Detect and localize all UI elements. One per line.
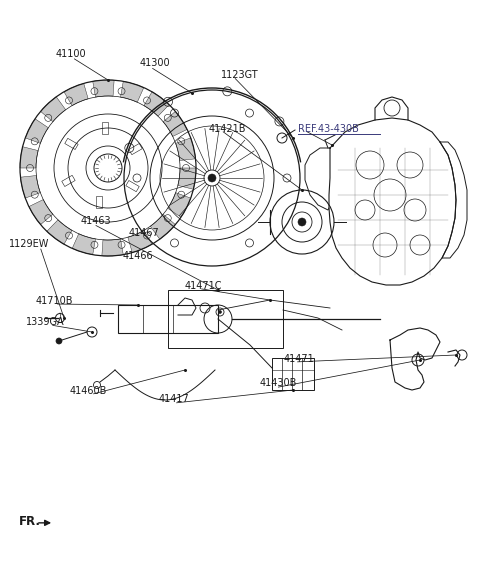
Wedge shape (47, 220, 72, 244)
Circle shape (218, 310, 221, 314)
Circle shape (298, 218, 306, 226)
Bar (96, 196, 102, 208)
Text: 41100: 41100 (55, 49, 86, 59)
Text: 41430B: 41430B (259, 378, 297, 388)
Wedge shape (41, 97, 66, 122)
Text: 41471C: 41471C (185, 280, 222, 291)
Wedge shape (163, 112, 187, 136)
Bar (102, 122, 108, 134)
Circle shape (208, 174, 216, 182)
Text: 41421B: 41421B (209, 123, 246, 134)
Text: FR.: FR. (19, 516, 41, 528)
Text: 41300: 41300 (139, 58, 170, 68)
Text: 41710B: 41710B (36, 296, 73, 306)
Wedge shape (128, 231, 152, 252)
Wedge shape (102, 239, 123, 256)
Circle shape (56, 338, 62, 344)
Text: 41467: 41467 (129, 228, 159, 238)
Text: 41460B: 41460B (70, 385, 107, 396)
Text: 1123GT: 1123GT (221, 70, 258, 80)
Wedge shape (178, 168, 196, 189)
Wedge shape (72, 234, 96, 255)
Wedge shape (168, 192, 191, 217)
Wedge shape (150, 214, 175, 239)
Bar (129, 144, 142, 155)
Bar (126, 181, 139, 192)
Wedge shape (64, 84, 88, 105)
Text: 41466: 41466 (122, 251, 153, 261)
Wedge shape (25, 119, 48, 144)
Wedge shape (120, 81, 144, 102)
Wedge shape (21, 176, 40, 198)
Text: 41463: 41463 (81, 215, 111, 226)
Bar (272, 358, 314, 390)
Wedge shape (176, 138, 195, 160)
Text: 1129EW: 1129EW (9, 239, 49, 249)
Wedge shape (20, 147, 38, 168)
Bar (118, 305, 218, 333)
Bar (168, 290, 283, 348)
Text: 1339GA: 1339GA (26, 316, 65, 327)
Bar (62, 175, 75, 186)
Wedge shape (29, 200, 53, 224)
Text: 41417: 41417 (158, 394, 189, 404)
Wedge shape (93, 80, 114, 97)
Bar (65, 139, 78, 149)
Text: REF.43-430B: REF.43-430B (298, 123, 359, 134)
Text: 41471: 41471 (283, 353, 314, 364)
Wedge shape (144, 92, 169, 116)
